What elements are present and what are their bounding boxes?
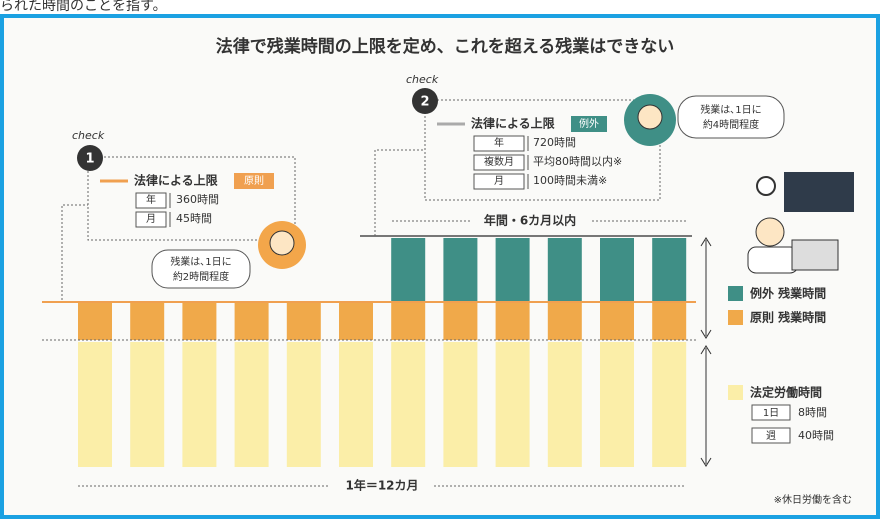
worker-body: [748, 247, 798, 273]
check-tag: check: [406, 73, 439, 86]
row-value: 平均80時間以内※: [533, 154, 622, 168]
row-label: 月: [494, 175, 504, 187]
laptop: [792, 240, 838, 270]
row-label: 月: [146, 213, 156, 225]
exception-bar: [443, 238, 477, 302]
legend-swatch: [728, 385, 743, 400]
speech: 約2時間程度: [173, 270, 229, 283]
statutory-bar: [443, 342, 477, 467]
title: 法律で残業時間の上限を定め、これを超える残業はできない: [216, 36, 675, 57]
principle-bar: [652, 303, 686, 340]
row-label: 1日: [763, 408, 779, 419]
row-value: 45時間: [176, 212, 212, 225]
statutory-bar: [496, 342, 530, 467]
speech: 残業は､1日に: [700, 103, 761, 116]
statutory-bar: [339, 342, 373, 467]
legend-label: 例外 残業時間: [750, 286, 826, 301]
principle-bar: [182, 303, 216, 340]
check-tag: check: [72, 129, 105, 142]
year-label: 1年＝12カ月: [345, 478, 418, 493]
heading: 法律による上限: [134, 173, 218, 188]
row-label: 週: [766, 430, 776, 442]
row-value: 40時間: [798, 429, 834, 442]
row-label: 年: [494, 136, 504, 149]
statutory-bar: [235, 342, 269, 467]
window: [784, 172, 854, 212]
principle-bar: [78, 303, 112, 340]
principle-bar: [391, 303, 425, 340]
exception-bar: [600, 238, 634, 302]
row-label: 年: [146, 193, 156, 206]
statutory-bar: [652, 342, 686, 467]
principle-bar: [287, 303, 321, 340]
statutory-bar: [391, 342, 425, 467]
legend-label: 法定労働時間: [750, 385, 822, 400]
caption: られた時間のことを指す。: [0, 0, 167, 14]
row-value: 8時間: [798, 406, 827, 419]
period-label: 年間・6カ月以内: [484, 213, 576, 228]
row-label: 複数月: [484, 155, 514, 168]
speech: 約4時間程度: [703, 118, 759, 131]
check-number: 1: [85, 152, 94, 167]
statutory-bar: [287, 342, 321, 467]
principle-bar: [235, 303, 269, 340]
row-value: 360時間: [176, 193, 219, 206]
row-value: 100時間未満※: [533, 174, 607, 187]
avatar-face: [270, 231, 294, 255]
principle-bar: [496, 303, 530, 340]
legend-swatch: [728, 310, 743, 325]
badge-text: 例外: [579, 117, 599, 130]
legend-swatch: [728, 286, 743, 301]
clock: [757, 177, 775, 195]
legend-label: 原則 残業時間: [750, 310, 826, 325]
row-value: 720時間: [533, 136, 576, 149]
statutory-bar: [548, 342, 582, 467]
principle-bar: [130, 303, 164, 340]
worker: [756, 218, 784, 246]
exception-bar: [652, 238, 686, 302]
badge-text: 原則: [244, 175, 264, 187]
statutory-bar: [130, 342, 164, 467]
footnote: ※休日労働を含む: [774, 493, 852, 506]
check-number: 2: [420, 95, 429, 110]
principle-bar: [548, 303, 582, 340]
principle-bar: [600, 303, 634, 340]
principle-bar: [443, 303, 477, 340]
avatar-face: [638, 105, 662, 129]
heading: 法律による上限: [471, 116, 555, 131]
speech-bubble: [678, 96, 784, 138]
statutory-bar: [78, 342, 112, 467]
speech: 残業は､1日に: [170, 255, 231, 268]
statutory-bar: [600, 342, 634, 467]
exception-bar: [391, 238, 425, 302]
exception-bar: [496, 238, 530, 302]
principle-bar: [339, 303, 373, 340]
exception-bar: [548, 238, 582, 302]
page: られた時間のことを指す。 法律で残業時間の上限を定め、これを超える残業はできない…: [0, 0, 880, 519]
statutory-bar: [182, 342, 216, 467]
